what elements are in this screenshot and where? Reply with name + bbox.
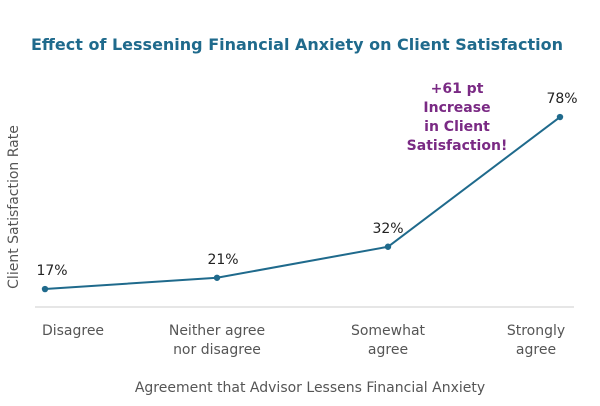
annotation-increase: +61 pt Increase in Client Satisfaction! xyxy=(407,81,508,154)
x-tick-label-1: Neither agree nor disagree xyxy=(169,323,265,358)
x-tick-labels: Disagree Neither agree nor disagree Somewha… xyxy=(42,323,565,358)
data-points xyxy=(41,113,564,293)
x-tick-label-0: Disagree xyxy=(42,323,104,339)
data-point-3 xyxy=(556,113,564,121)
data-point-2 xyxy=(384,243,392,250)
data-point-0 xyxy=(41,285,49,293)
data-point-1 xyxy=(213,274,221,281)
data-label-2: 32% xyxy=(372,221,403,237)
data-label-0: 17% xyxy=(36,263,67,279)
x-tick-label-3: Strongly agree xyxy=(507,323,565,358)
data-labels: 17% 21% 32% 78% xyxy=(36,91,577,279)
data-label-3: 78% xyxy=(546,91,577,107)
y-axis-label: Client Satisfaction Rate xyxy=(6,125,22,289)
x-tick-label-2: Somewhat agree xyxy=(351,323,426,358)
series-line xyxy=(44,116,561,291)
chart-title: Effect of Lessening Financial Anxiety on… xyxy=(31,35,563,54)
data-label-1: 21% xyxy=(207,252,238,268)
x-axis-label: Agreement that Advisor Lessens Financial… xyxy=(135,380,485,396)
